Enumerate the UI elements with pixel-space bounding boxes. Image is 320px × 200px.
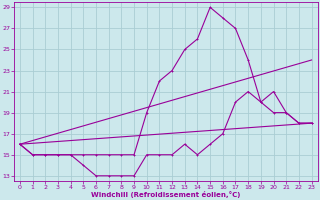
X-axis label: Windchill (Refroidissement éolien,°C): Windchill (Refroidissement éolien,°C) [91,191,240,198]
